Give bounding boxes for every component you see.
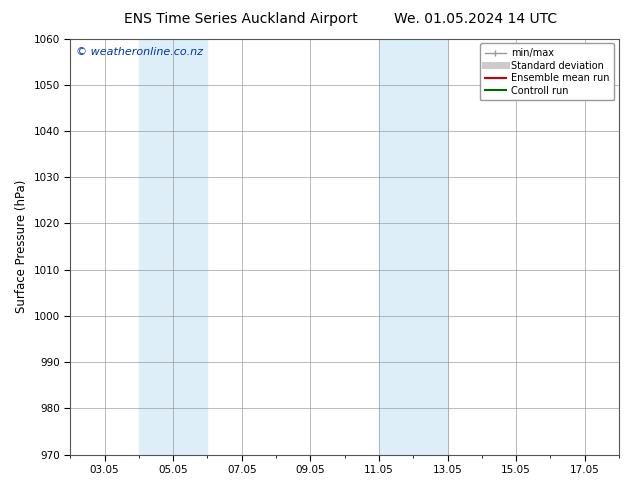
Bar <box>413 39 448 455</box>
Legend: min/max, Standard deviation, Ensemble mean run, Controll run: min/max, Standard deviation, Ensemble me… <box>480 44 614 100</box>
Text: We. 01.05.2024 14 UTC: We. 01.05.2024 14 UTC <box>394 12 557 26</box>
Text: ENS Time Series Auckland Airport: ENS Time Series Auckland Airport <box>124 12 358 26</box>
Y-axis label: Surface Pressure (hPa): Surface Pressure (hPa) <box>15 180 28 313</box>
Bar <box>379 39 413 455</box>
Bar <box>173 39 207 455</box>
Text: © weatheronline.co.nz: © weatheronline.co.nz <box>75 47 203 57</box>
Bar <box>139 39 173 455</box>
